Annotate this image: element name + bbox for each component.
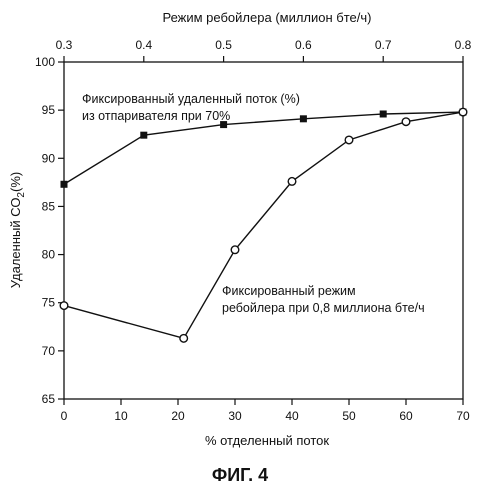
series-2-point [179, 333, 189, 343]
series-2-point [401, 117, 411, 127]
chart: 0 10 20 30 40 50 60 70 0.3 0.4 0.5 0.6 0.7 0.8 65 70 7… [8, 10, 472, 448]
left-axis-ticks: 65 70 75 80 85 90 95 100 [35, 55, 64, 406]
bottom-tick-label: 0 [61, 409, 68, 423]
annotation-series-2-line-2: ребойлера при 0,8 миллиона бте/ч [222, 301, 425, 315]
annotation-series-1-line-1: Фиксированный удаленный поток (%) [82, 92, 300, 106]
bottom-axis-ticks: 0 10 20 30 40 50 60 70 [61, 399, 470, 423]
top-tick-label: 0.8 [455, 38, 472, 52]
bottom-tick-label: 70 [456, 409, 470, 423]
bottom-tick-label: 20 [171, 409, 185, 423]
top-axis-ticks: 0.3 0.4 0.5 0.6 0.7 0.8 [56, 38, 472, 62]
series-1-point [60, 180, 68, 188]
series-2-point [230, 245, 240, 255]
bottom-axis-label: % отделенный поток [205, 433, 329, 448]
y-tick-label: 95 [42, 103, 56, 117]
series-1-point [140, 131, 148, 139]
annotation-series-2-line-1: Фиксированный режим [222, 284, 356, 298]
series-2-point [344, 135, 354, 145]
series-1-point [379, 110, 387, 118]
top-axis-label: Режим ребойлера (миллион бте/ч) [162, 10, 371, 25]
annotation-series-1-line-2: из отпаривателя при 70% [82, 109, 230, 123]
bottom-tick-label: 60 [399, 409, 413, 423]
y-tick-label: 65 [42, 392, 56, 406]
y-tick-label: 85 [42, 199, 56, 213]
y-tick-label: 90 [42, 151, 56, 165]
y-tick-label: 100 [35, 55, 55, 69]
plot-frame [63, 61, 464, 400]
series-1-point [220, 121, 228, 129]
top-tick-label: 0.6 [295, 38, 312, 52]
y-tick-label: 75 [42, 296, 56, 310]
bottom-tick-label: 50 [342, 409, 356, 423]
series-markers [59, 107, 468, 343]
top-tick-label: 0.7 [375, 38, 392, 52]
figure-caption: ФИГ. 4 [211, 465, 269, 485]
bottom-tick-label: 30 [228, 409, 242, 423]
series-2-point [287, 176, 297, 186]
y-axis-label: Удаленный СО2(%) [8, 172, 27, 288]
series-1-line [63, 111, 464, 185]
y-tick-label: 70 [42, 344, 56, 358]
series-1-point [299, 115, 307, 123]
bottom-tick-label: 10 [114, 409, 128, 423]
top-tick-label: 0.5 [215, 38, 232, 52]
top-tick-label: 0.4 [135, 38, 152, 52]
top-tick-label: 0.3 [56, 38, 73, 52]
series-2-point [458, 107, 468, 117]
y-tick-label: 80 [42, 248, 56, 262]
series-2-point [59, 301, 69, 311]
bottom-tick-label: 40 [285, 409, 299, 423]
